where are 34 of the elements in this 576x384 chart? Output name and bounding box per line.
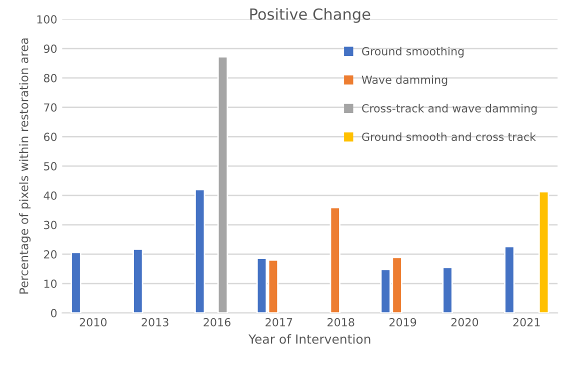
y-tick-label: 60: [44, 132, 57, 142]
y-tick-label: 90: [44, 44, 57, 53]
bar: [132, 248, 144, 313]
x-axis-title: Year of Intervention: [248, 334, 370, 344]
legend-label: Cross-track and wave damming: [362, 104, 537, 115]
x-tick-label: 2021: [513, 318, 540, 326]
y-tick-label: 40: [44, 191, 57, 200]
x-tick-label: 2010: [80, 318, 107, 326]
x-tick-label: 2020: [451, 318, 478, 326]
bar: [194, 188, 206, 313]
bar: [504, 246, 515, 313]
y-tick-label: 80: [44, 74, 57, 82]
y-tick-label: 100: [37, 15, 57, 24]
bar: [217, 56, 228, 313]
y-tick-label: 70: [44, 103, 57, 112]
x-tick-label: 2016: [204, 318, 230, 326]
legend-label: Ground smooth and cross track: [362, 132, 536, 142]
y-axis-title: Percentage of pixels within restoration area: [19, 38, 31, 294]
legend-label: Wave damming: [362, 75, 448, 86]
x-tick-label: 2018: [328, 318, 354, 326]
chart-title: Positive Change: [250, 8, 370, 23]
x-tick-label: 2013: [142, 318, 168, 326]
bar: [330, 206, 340, 313]
x-tick-label: 2019: [389, 318, 416, 326]
legend-label: Ground smoothing: [362, 46, 464, 58]
y-tick-label: 0: [51, 308, 57, 318]
y-tick-label: 50: [44, 162, 57, 170]
y-tick-label: 30: [44, 220, 57, 230]
bar: [538, 190, 550, 313]
x-tick-label: 2017: [266, 318, 292, 326]
y-tick-label: 20: [44, 250, 57, 259]
y-tick-label: 10: [44, 280, 57, 288]
bar: [70, 252, 82, 313]
bar: [442, 266, 453, 313]
